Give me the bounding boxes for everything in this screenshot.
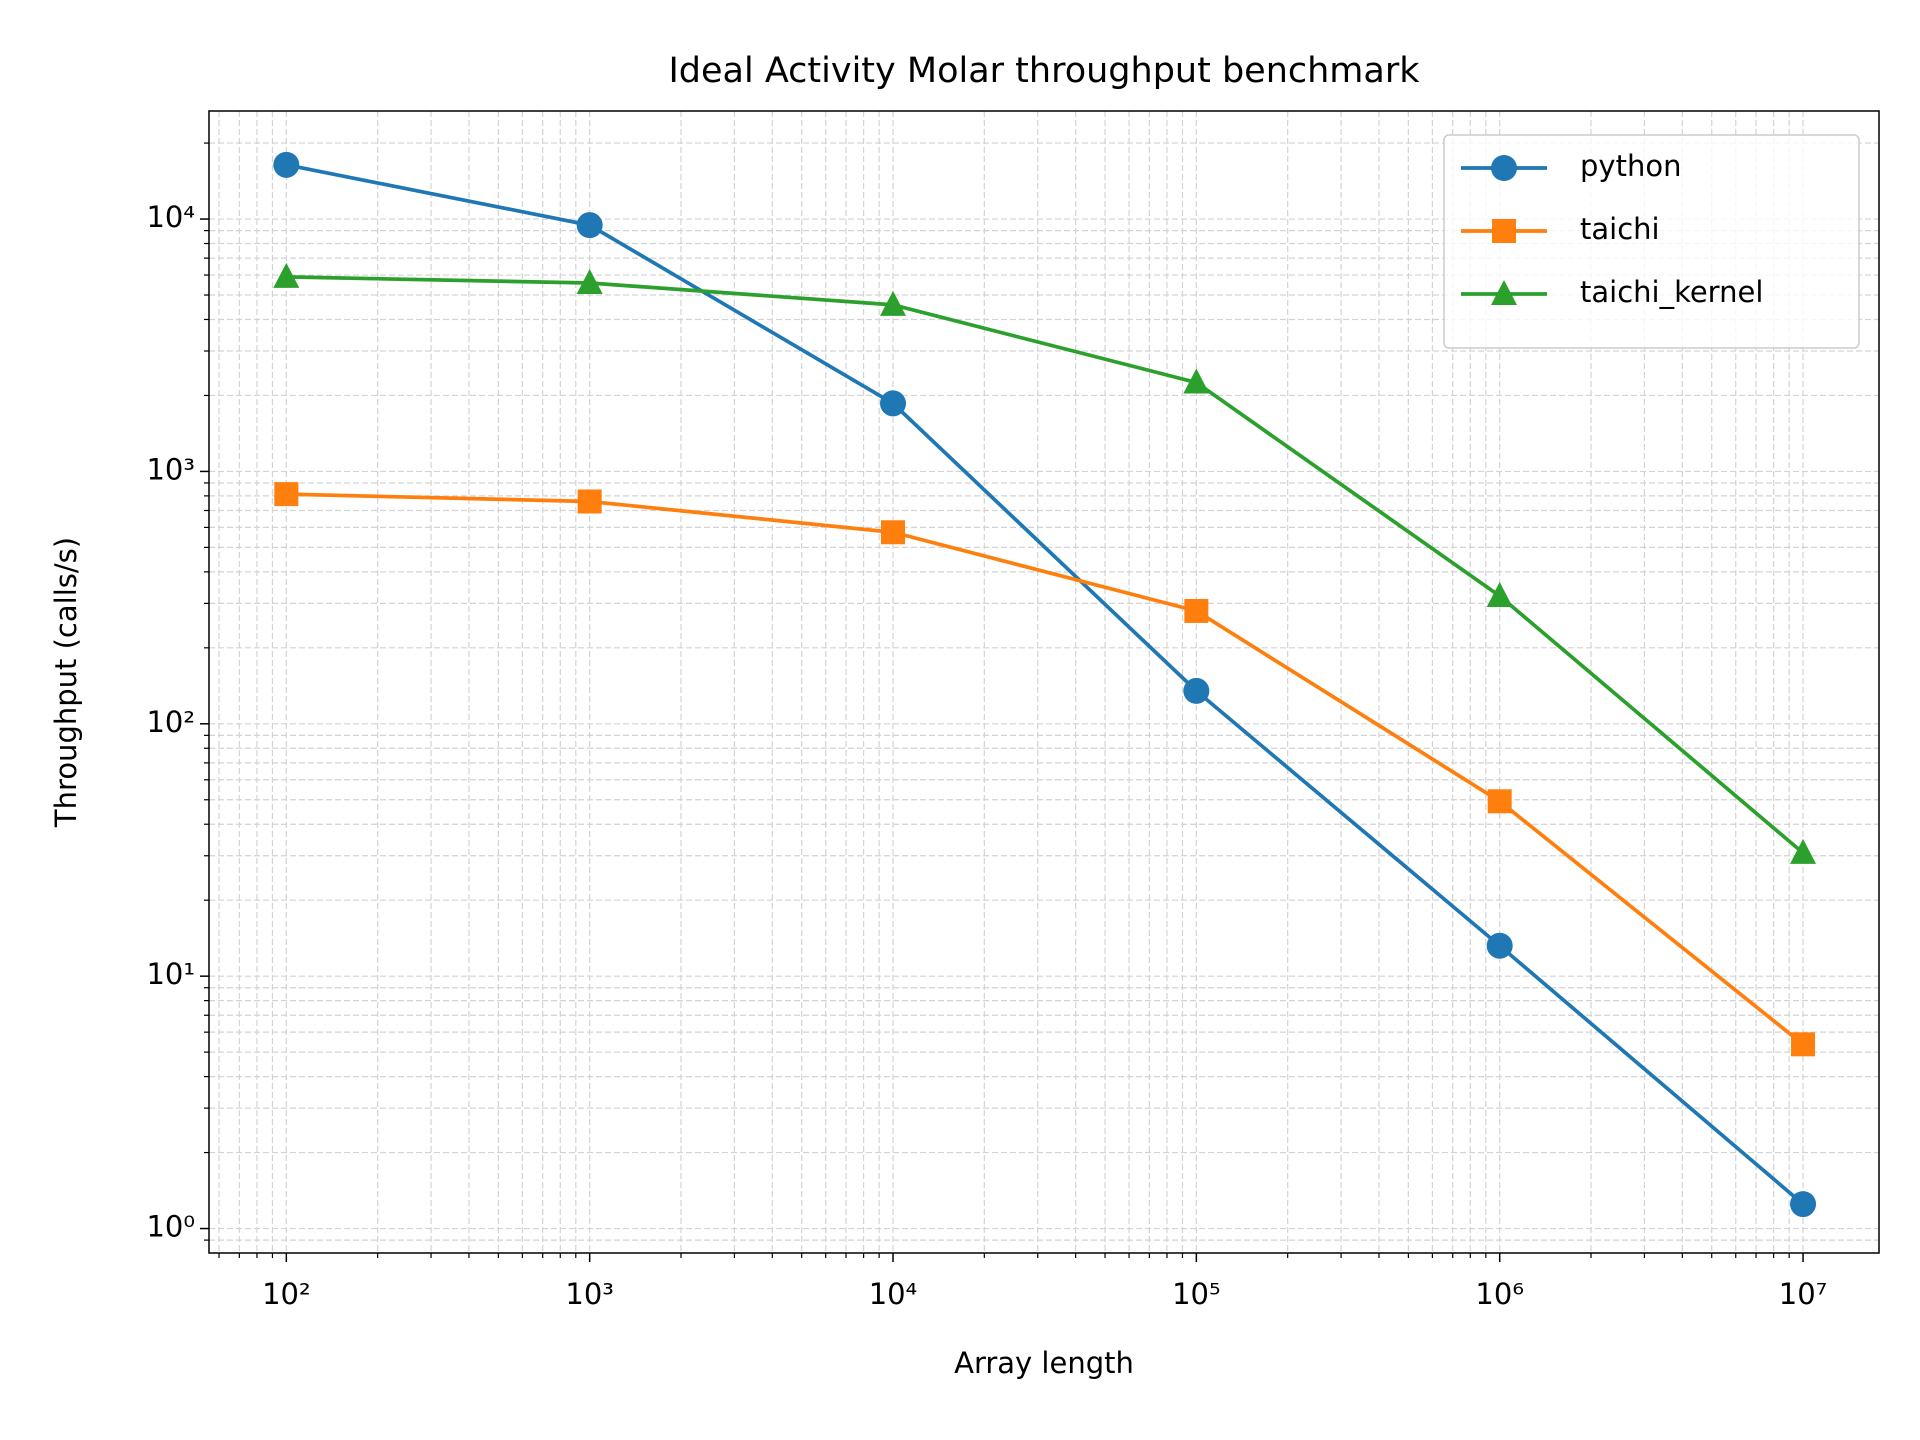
y-axis-label: Throughput (calls/s) bbox=[49, 537, 83, 828]
x-tick-label: 10² bbox=[262, 1277, 311, 1311]
marker bbox=[1486, 581, 1513, 607]
marker bbox=[1184, 598, 1209, 623]
series-line bbox=[285, 163, 1805, 1206]
legend-label: python bbox=[1580, 149, 1681, 183]
y-tick-label: 10⁰ bbox=[146, 1210, 195, 1244]
y-tick-label: 10² bbox=[146, 705, 195, 739]
legend-label: taichi bbox=[1580, 212, 1660, 246]
marker bbox=[576, 212, 603, 239]
x-tick-label: 10³ bbox=[565, 1277, 614, 1311]
marker bbox=[880, 390, 907, 417]
y-tick-label: 10⁴ bbox=[146, 200, 195, 234]
marker bbox=[1486, 932, 1513, 959]
marker bbox=[880, 290, 907, 316]
x-tick-label: 10⁷ bbox=[1779, 1277, 1828, 1311]
legend-marker bbox=[1491, 280, 1517, 305]
marker bbox=[576, 268, 603, 294]
legend-marker bbox=[1492, 219, 1516, 243]
plot-frame bbox=[208, 110, 1880, 1254]
marker bbox=[1790, 1191, 1817, 1218]
x-tick-label: 10⁵ bbox=[1172, 1277, 1221, 1311]
y-tick-label: 10³ bbox=[146, 452, 195, 486]
legend-marker bbox=[1491, 155, 1517, 181]
marker bbox=[881, 520, 906, 545]
marker bbox=[577, 489, 602, 514]
legend-label: taichi_kernel bbox=[1580, 275, 1763, 309]
x-tick-label: 10⁶ bbox=[1475, 1277, 1524, 1311]
marker bbox=[1790, 838, 1817, 864]
legend: python taichi taichi_kernel bbox=[1443, 134, 1860, 349]
marker bbox=[1487, 789, 1512, 814]
marker bbox=[273, 151, 300, 178]
legend-frame bbox=[1443, 134, 1860, 349]
series-line bbox=[286, 492, 1805, 1046]
marker bbox=[1791, 1032, 1816, 1057]
x-axis-label: Array length bbox=[954, 1346, 1134, 1380]
x-tick-label: 10⁴ bbox=[869, 1277, 918, 1311]
chart-title: Ideal Activity Molar throughput benchmar… bbox=[668, 51, 1420, 91]
y-tick-label: 10¹ bbox=[146, 957, 195, 991]
series-line bbox=[286, 275, 1805, 855]
marker bbox=[1183, 368, 1210, 394]
marker bbox=[274, 482, 299, 507]
marker bbox=[1183, 677, 1210, 704]
marker bbox=[273, 262, 300, 288]
